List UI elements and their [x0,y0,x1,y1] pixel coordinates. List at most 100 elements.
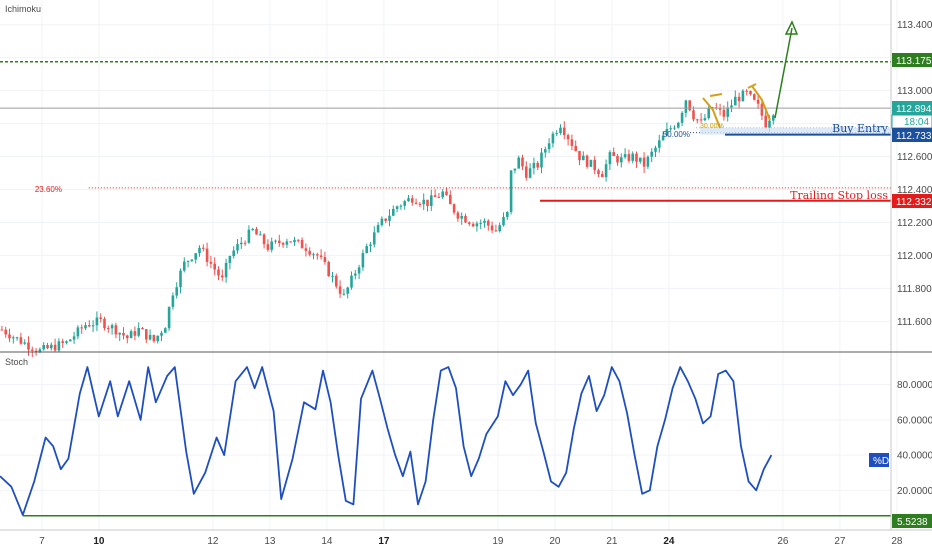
candle-body [654,147,657,152]
candle-body [411,198,414,203]
time-tick-label: 13 [264,536,276,547]
candle-body [418,203,422,205]
grid-layer [0,0,898,530]
candle-body [84,325,87,329]
candle-body [95,317,99,326]
candle-body [741,90,745,102]
target-price-tag: 113.175 [892,53,932,67]
candle-body [194,253,197,260]
current-price-tag: 112.894 18:04 [891,101,932,129]
candle-body [692,110,695,120]
candle-body [395,206,399,209]
candle-body [517,157,520,169]
candle-body [266,244,270,250]
trailing-stop-label: Trailing Stop loss [790,189,888,202]
candle-body [684,100,688,113]
candle-body [646,156,650,167]
stoch-tick-label: 40.0000 [897,451,932,462]
annotations-layer [702,20,799,129]
candle-body [673,127,676,129]
candle-body [38,349,42,353]
candle-body [422,199,425,205]
candle-body [137,327,140,336]
candle-body [528,168,532,178]
candle-body [369,244,372,247]
candle-body [563,127,566,136]
levels-layer [0,61,891,202]
buy-entry-label: Buy Entry [832,122,889,135]
candle-body [251,228,254,230]
candle-body [623,154,627,158]
stoch-axis[interactable]: 20.0000 40.0000 60.0000 80.0000 [897,380,932,497]
candle-body [376,225,380,233]
stop-price-tag: 112.332 [892,194,932,208]
candle-body [46,345,49,349]
candle-body [4,329,7,335]
candle-body [464,215,467,223]
candle-body [31,349,34,351]
candle-body [259,234,262,236]
candle-body [19,337,23,344]
candle-body [582,155,585,161]
candle-body [281,243,285,245]
candle-body [471,223,475,227]
candle-body [749,91,752,95]
candle-body [677,122,680,128]
candle-body [521,157,524,167]
candle-body [53,344,57,351]
candle-body [680,112,684,123]
candle-body [631,153,634,161]
price-tick-label: 112.600 [897,152,932,163]
svg-text:113.175: 113.175 [896,56,932,67]
price-pane-label: Ichimoku [5,4,41,14]
stoch-layer [0,366,891,517]
candle-body [578,150,581,161]
candle-body [555,133,558,135]
candle-body [57,341,61,351]
time-tick-label: 27 [834,536,846,547]
candle-body [148,334,152,340]
svg-text:%D: %D [873,456,889,467]
time-axis[interactable]: 7 10 12 13 14 17 19 20 21 24 26 27 28 [39,536,903,547]
candle-body [91,325,95,327]
candle-body [133,331,137,336]
time-tick-label: 19 [492,536,504,547]
candle-body [331,275,334,277]
candle-body [612,152,615,157]
candle-body [217,269,220,276]
pattern-stroke-right [751,85,771,121]
candle-body [338,286,342,294]
candle-body [449,194,452,205]
candle-body [209,261,213,264]
candle-body [658,140,661,148]
candle-body [707,108,710,119]
candle-body [696,119,699,121]
time-tick-label: 21 [606,536,618,547]
candle-body [118,332,121,335]
candle-body [300,239,304,249]
candle-body [544,149,547,153]
candle-body [129,331,133,339]
candle-body [574,145,577,151]
price-tick-label: 113.000 [897,86,932,97]
candle-body [319,255,323,258]
candle-body [202,247,205,249]
stoch-low-tag: 5.5238 [892,514,932,528]
time-tick-label: 12 [207,536,219,547]
candle-body [536,162,539,168]
candle-body [601,174,604,178]
candle-body [669,128,672,130]
stoch-d-tag[interactable]: %D [869,453,889,467]
candle-body [388,215,391,221]
candle-body [34,350,38,353]
svg-text:112.894: 112.894 [896,104,932,115]
svg-text:5.5238: 5.5238 [897,517,928,528]
target-arrow-shaft [774,27,793,119]
candle-body [460,215,463,219]
candle-body [236,244,239,251]
candle-body [650,151,653,157]
candle-body [430,195,433,206]
time-tick-label: 28 [891,536,903,547]
candle-body [122,332,125,336]
